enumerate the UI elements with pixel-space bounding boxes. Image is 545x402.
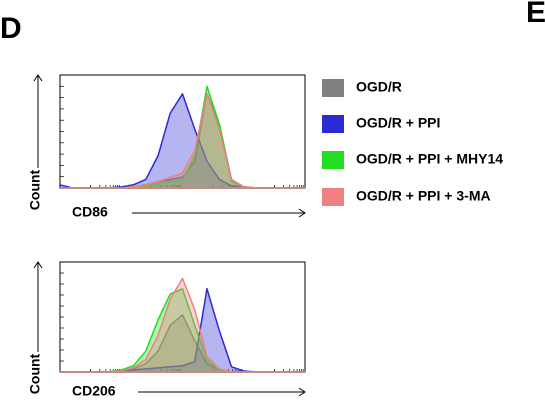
x-axis-label: CD86 [72,204,108,220]
legend-label: OGD/R [356,79,402,95]
legend-swatch [322,115,344,133]
arrow-head [33,74,43,82]
legend-swatch [322,79,344,97]
y-axis-label: Count [27,353,43,394]
legend-label: OGD/R + PPI + 3-MA [356,188,491,204]
legend-swatch [322,188,344,206]
arrow-head [298,387,306,397]
legend-swatch [322,151,344,169]
legend-label: OGD/R + PPI [356,115,440,131]
histogram-area [59,93,306,189]
panel-label: D [0,12,22,45]
histogram-area [59,277,306,373]
legend-label: OGD/R + PPI + MHY14 [356,151,503,167]
x-axis-label: CD206 [72,383,116,399]
y-axis-label: Count [27,169,43,210]
panel-label: E [526,0,545,29]
arrow-head [298,208,306,218]
arrow-head [33,261,43,269]
